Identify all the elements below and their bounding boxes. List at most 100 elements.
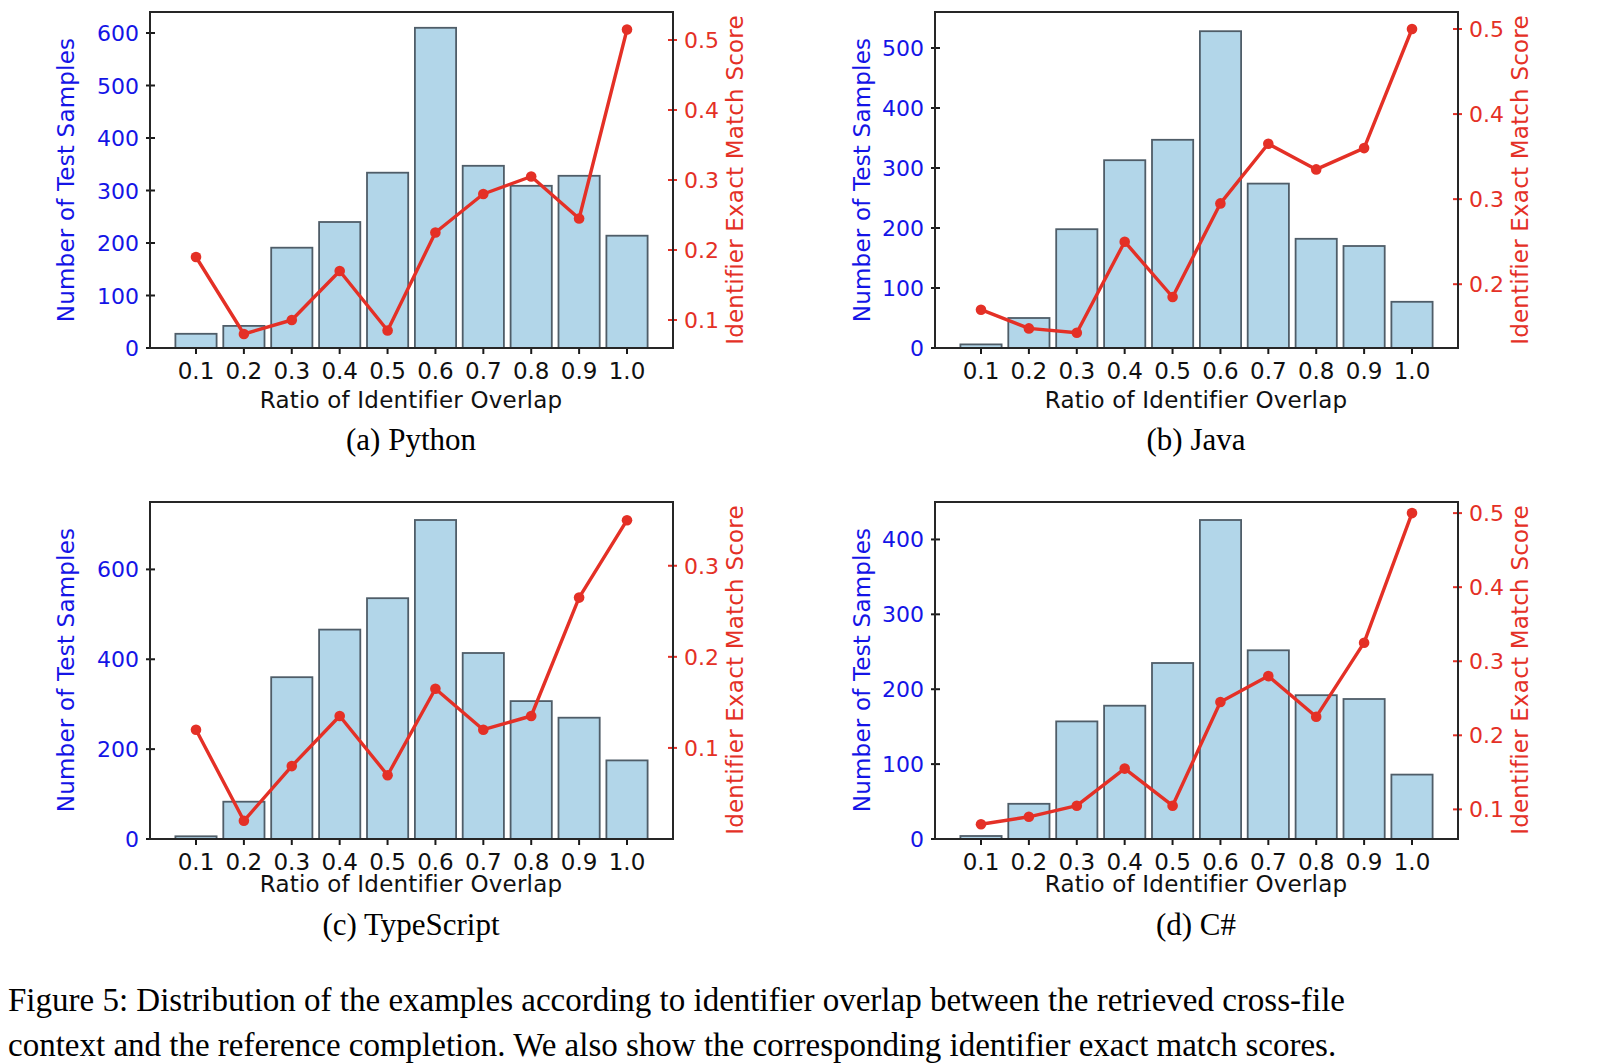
bar bbox=[271, 248, 312, 348]
line-marker bbox=[382, 325, 393, 336]
csharp-right-axis-label: Identifier Exact Match Score bbox=[1507, 505, 1533, 835]
tick-label: 0 bbox=[125, 336, 139, 361]
bar bbox=[1200, 520, 1241, 839]
y-axis-right: 0.10.20.30.40.5 bbox=[1453, 501, 1504, 822]
tick-label: 300 bbox=[97, 179, 139, 204]
bar bbox=[1200, 31, 1241, 348]
line-marker bbox=[239, 816, 250, 827]
line-marker bbox=[478, 724, 489, 735]
java-left-axis-label: Number of Test Samples bbox=[849, 38, 875, 322]
bar bbox=[559, 176, 600, 348]
line-marker bbox=[976, 304, 987, 315]
line-marker bbox=[1311, 712, 1322, 723]
tick-label: 0.5 bbox=[684, 28, 719, 53]
line-marker bbox=[1215, 198, 1226, 209]
bar bbox=[511, 186, 552, 348]
tick-label: 200 bbox=[97, 231, 139, 256]
tick-label: 0.9 bbox=[561, 358, 598, 384]
tick-label: 0.5 bbox=[1469, 17, 1504, 42]
x-axis: 0.10.20.30.40.50.60.70.80.91.0 bbox=[178, 348, 646, 384]
tick-label: 0.5 bbox=[1469, 501, 1504, 526]
line-marker bbox=[1024, 812, 1035, 823]
tick-label: 400 bbox=[97, 126, 139, 151]
y-axis-left: 0100200300400500600 bbox=[97, 21, 155, 361]
line-marker bbox=[622, 515, 633, 526]
line-marker bbox=[1407, 508, 1418, 519]
tick-label: 0 bbox=[125, 827, 139, 852]
bar bbox=[463, 653, 504, 839]
line-marker bbox=[1167, 800, 1178, 811]
bar bbox=[1344, 699, 1385, 839]
tick-label: 0.3 bbox=[273, 358, 310, 384]
tick-label: 100 bbox=[97, 284, 139, 309]
tick-label: 0.2 bbox=[1011, 849, 1048, 875]
tick-label: 0.4 bbox=[1106, 358, 1143, 384]
tick-label: 0 bbox=[910, 336, 924, 361]
bar bbox=[367, 173, 408, 348]
bars bbox=[175, 520, 647, 839]
line-marker bbox=[1167, 292, 1178, 303]
tick-label: 600 bbox=[97, 557, 139, 582]
line-marker bbox=[239, 329, 250, 340]
tick-label: 0.2 bbox=[1469, 272, 1504, 297]
chart-typescript: 02004006000.10.20.30.10.20.30.40.50.60.7… bbox=[97, 502, 719, 875]
csharp-x-axis-label: Ratio of Identifier Overlap bbox=[1045, 871, 1348, 897]
python-subcaption: (a) Python bbox=[346, 422, 476, 458]
typescript-subcaption: (c) TypeScript bbox=[322, 907, 499, 943]
tick-label: 300 bbox=[882, 602, 924, 627]
y-axis-left: 0100200300400 bbox=[882, 527, 940, 852]
csharp-subcaption: (d) C# bbox=[1156, 907, 1236, 943]
tick-label: 0.2 bbox=[1011, 358, 1048, 384]
y-axis-right: 0.10.20.30.40.5 bbox=[668, 28, 719, 333]
figure-caption-line-2: context and the reference completion. We… bbox=[8, 1023, 1604, 1064]
line-marker bbox=[1024, 323, 1035, 334]
typescript-x-axis-label: Ratio of Identifier Overlap bbox=[260, 871, 563, 897]
tick-label: 200 bbox=[882, 216, 924, 241]
bar bbox=[1056, 721, 1097, 839]
tick-label: 0.6 bbox=[1202, 358, 1239, 384]
bar bbox=[415, 520, 456, 839]
tick-label: 100 bbox=[882, 752, 924, 777]
tick-label: 1.0 bbox=[1394, 358, 1431, 384]
python-right-axis-label: Identifier Exact Match Score bbox=[722, 15, 748, 345]
tick-label: 0.1 bbox=[684, 736, 719, 761]
tick-label: 0.8 bbox=[513, 358, 550, 384]
x-axis: 0.10.20.30.40.50.60.70.80.91.0 bbox=[178, 839, 646, 875]
tick-label: 0.1 bbox=[178, 358, 215, 384]
tick-label: 200 bbox=[97, 737, 139, 762]
tick-label: 400 bbox=[97, 647, 139, 672]
line-marker bbox=[1407, 24, 1418, 35]
java-x-axis-label: Ratio of Identifier Overlap bbox=[1045, 387, 1348, 413]
bar bbox=[1296, 239, 1337, 348]
tick-label: 0.7 bbox=[1250, 358, 1287, 384]
figure-5: 01002003004005006000.10.20.30.40.50.10.2… bbox=[0, 0, 1608, 1064]
tick-label: 500 bbox=[97, 74, 139, 99]
bar bbox=[1152, 663, 1193, 839]
line-marker bbox=[526, 711, 537, 722]
tick-label: 0.9 bbox=[1346, 358, 1383, 384]
tick-label: 0.2 bbox=[226, 849, 263, 875]
line-marker bbox=[478, 189, 489, 200]
java-subcaption: (b) Java bbox=[1147, 422, 1246, 458]
tick-label: 0.4 bbox=[321, 358, 358, 384]
tick-label: 0.3 bbox=[1469, 187, 1504, 212]
python-x-axis-label: Ratio of Identifier Overlap bbox=[260, 387, 563, 413]
tick-label: 400 bbox=[882, 527, 924, 552]
tick-label: 0.3 bbox=[1058, 358, 1095, 384]
tick-label: 0.7 bbox=[465, 358, 502, 384]
bar bbox=[1344, 246, 1385, 348]
line-marker bbox=[287, 761, 298, 772]
bars bbox=[960, 31, 1432, 348]
y-axis-right: 0.10.20.3 bbox=[668, 554, 719, 761]
line-marker bbox=[430, 227, 441, 238]
bar bbox=[415, 28, 456, 348]
tick-label: 0.1 bbox=[1469, 797, 1504, 822]
bar bbox=[1152, 140, 1193, 348]
line-marker bbox=[1359, 637, 1370, 648]
chart-python: 01002003004005006000.10.20.30.40.50.10.2… bbox=[97, 12, 719, 384]
tick-label: 0.9 bbox=[1346, 849, 1383, 875]
tick-label: 0.1 bbox=[178, 849, 215, 875]
python-left-axis-label: Number of Test Samples bbox=[53, 38, 79, 322]
line-marker bbox=[430, 683, 441, 694]
line-marker bbox=[622, 24, 633, 35]
